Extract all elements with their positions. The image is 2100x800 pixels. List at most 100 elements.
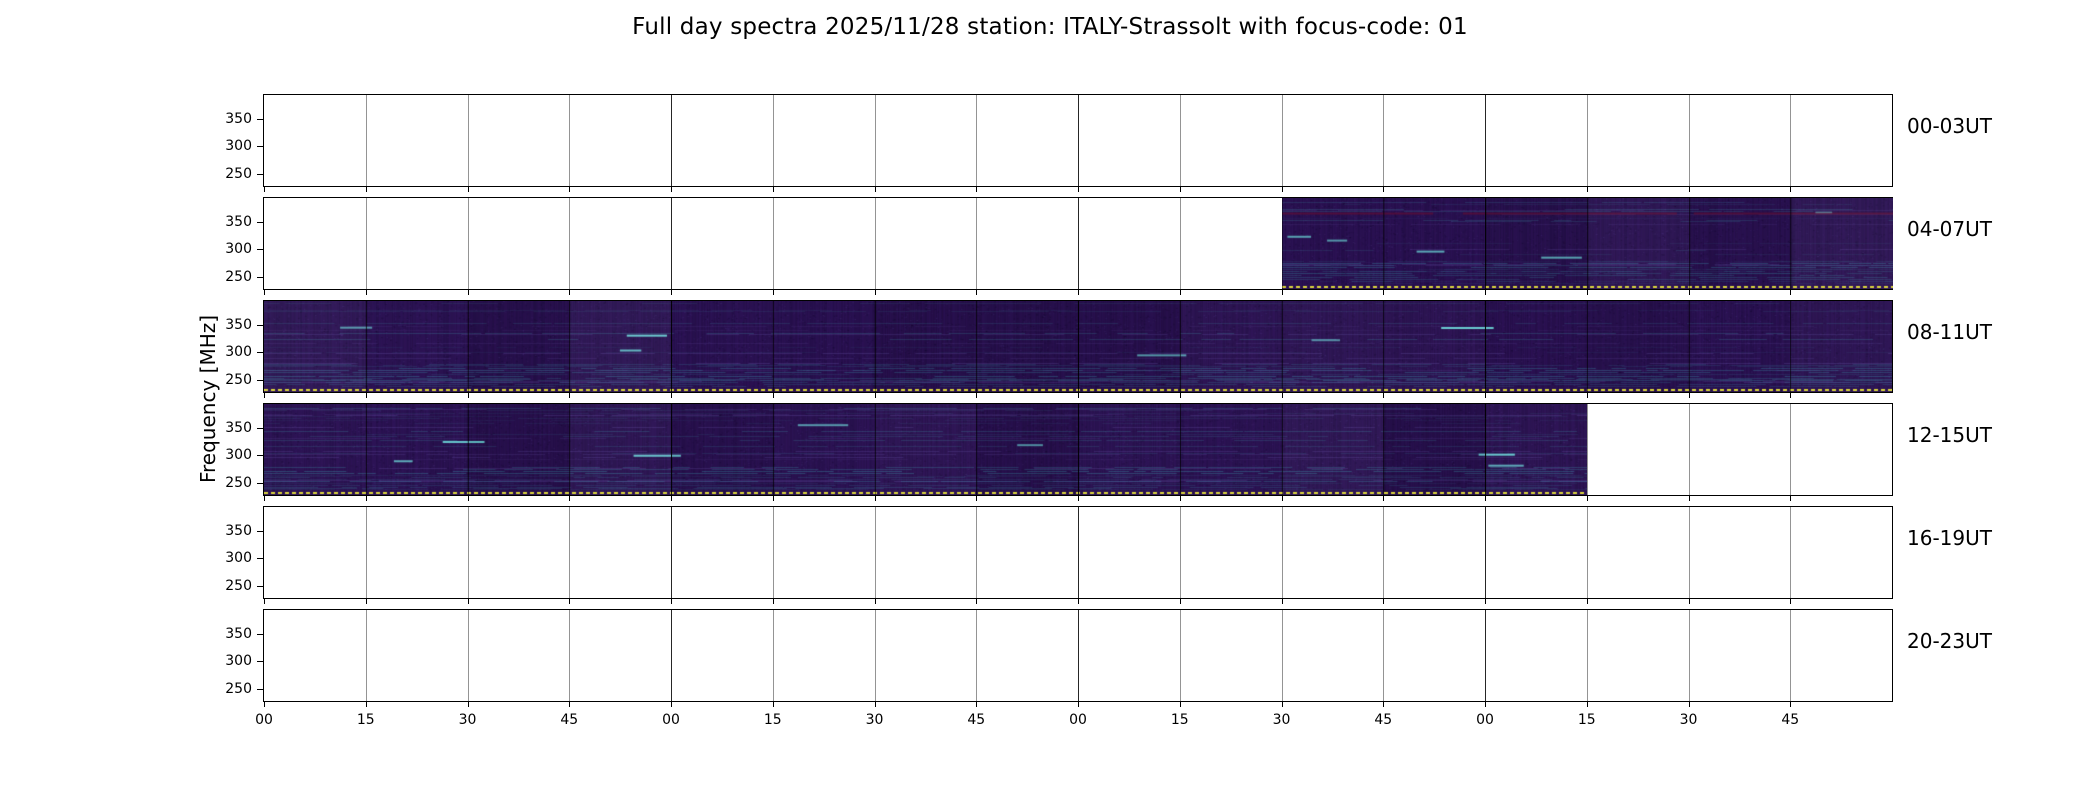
- segment-gridline: [1688, 610, 1690, 701]
- y-tick-label: 350: [225, 110, 252, 127]
- segment-gridline: [1383, 301, 1385, 392]
- x-tick-mark: [976, 496, 978, 501]
- segment-gridline: [1281, 507, 1283, 598]
- segment-gridline: [1383, 507, 1385, 598]
- y-tick-mark: [257, 558, 263, 560]
- x-tick-label: 30: [1272, 712, 1291, 728]
- segment-gridline: [1179, 301, 1181, 392]
- x-tick-mark: [467, 290, 469, 295]
- x-tick-mark: [1383, 393, 1385, 398]
- x-tick-label: 00: [255, 712, 273, 728]
- x-tick-mark: [1688, 290, 1690, 295]
- segment-gridline: [365, 507, 367, 598]
- y-tick-mark: [257, 249, 263, 251]
- x-tick-mark: [467, 599, 469, 604]
- x-tick-mark: [569, 290, 571, 295]
- x-tick-mark: [1383, 187, 1385, 192]
- spectra-panel-04-07ut: 350 300 250: [225, 197, 1893, 295]
- x-tick-mark: [1790, 290, 1792, 295]
- x-tick-mark: [772, 393, 774, 398]
- panel-time-label: 08-11UT: [1907, 320, 1992, 344]
- x-tick-mark: [874, 599, 876, 604]
- segment-gridline: [569, 507, 571, 598]
- x-tick-mark: [1179, 290, 1181, 295]
- segment-gridline: [467, 95, 469, 186]
- segment-gridline: [1078, 507, 1079, 598]
- segment-gridline: [874, 507, 876, 598]
- x-tick-mark: [976, 599, 978, 604]
- x-tick-mark: [1485, 290, 1486, 295]
- segment-gridline: [1179, 198, 1181, 289]
- x-tick-label: 30: [1679, 712, 1698, 728]
- x-tick-mark: [976, 290, 978, 295]
- x-tick-mark: [1078, 496, 1079, 501]
- x-tick-mark: [467, 702, 469, 707]
- segment-gridline: [1179, 404, 1181, 495]
- x-tick-label: 00: [662, 712, 680, 728]
- x-tick-mark: [874, 290, 876, 295]
- y-tick-label: 350: [225, 522, 252, 539]
- segment-gridline: [365, 610, 367, 701]
- x-tick-mark: [1078, 702, 1079, 707]
- x-tick-label: 15: [356, 712, 375, 728]
- y-tick-mark: [257, 455, 263, 457]
- segment-gridline: [1586, 610, 1588, 701]
- x-tick-mark: [1688, 187, 1690, 192]
- x-tick-mark: [772, 290, 774, 295]
- x-tick-mark: [365, 702, 367, 707]
- x-tick-mark: [976, 702, 978, 707]
- x-tick-label: 15: [1577, 712, 1596, 728]
- x-tick-mark: [1281, 290, 1283, 295]
- segment-gridline: [874, 610, 876, 701]
- y-tick-mark: [257, 174, 263, 176]
- x-tick-mark: [264, 187, 265, 192]
- segment-gridline: [772, 507, 774, 598]
- segment-gridline: [365, 198, 367, 289]
- y-tick-label: 250: [225, 578, 252, 595]
- x-tick-mark: [671, 187, 672, 192]
- y-tick-label: 250: [225, 269, 252, 286]
- x-tick-mark: [772, 496, 774, 501]
- x-tick-mark: [1586, 496, 1588, 501]
- y-tick-label: 300: [225, 138, 252, 155]
- x-tick-label: 45: [967, 712, 986, 728]
- x-tick-mark: [467, 187, 469, 192]
- segment-gridline: [1281, 95, 1283, 186]
- x-tick-mark: [1078, 599, 1079, 604]
- segment-gridline: [976, 198, 978, 289]
- segment-gridline: [1383, 95, 1385, 186]
- segment-gridline: [1281, 198, 1283, 289]
- segment-gridline: [874, 95, 876, 186]
- spectrogram-canvas: [1282, 198, 1893, 289]
- x-tick-mark: [1485, 702, 1486, 707]
- x-tick-label: 45: [1374, 712, 1393, 728]
- x-tick-mark: [264, 599, 265, 604]
- segment-gridline: [1281, 404, 1283, 495]
- segment-gridline: [976, 507, 978, 598]
- segment-gridline: [1078, 610, 1079, 701]
- y-tick-label: 250: [225, 475, 252, 492]
- y-tick-label: 250: [225, 166, 252, 183]
- x-tick-mark: [1485, 187, 1486, 192]
- x-tick-mark: [1485, 496, 1486, 501]
- segment-gridline: [1790, 301, 1792, 392]
- x-tick-mark: [569, 599, 571, 604]
- x-tick-mark: [1078, 187, 1079, 192]
- x-tick-mark: [874, 187, 876, 192]
- segment-gridline: [1281, 610, 1283, 701]
- x-tick-mark: [1383, 599, 1385, 604]
- segment-gridline: [1688, 301, 1690, 392]
- x-tick-mark: [1383, 496, 1385, 501]
- x-tick-mark: [1586, 599, 1588, 604]
- x-tick-mark: [1790, 496, 1792, 501]
- segment-gridline: [772, 610, 774, 701]
- x-tick-mark: [874, 702, 876, 707]
- x-tick-mark: [671, 496, 672, 501]
- x-tick-mark: [365, 599, 367, 604]
- panel-time-label: 04-07UT: [1907, 217, 1992, 241]
- segment-gridline: [1078, 95, 1079, 186]
- x-tick-mark: [264, 496, 265, 501]
- x-tick-label: 45: [560, 712, 579, 728]
- y-tick-label: 350: [225, 625, 252, 642]
